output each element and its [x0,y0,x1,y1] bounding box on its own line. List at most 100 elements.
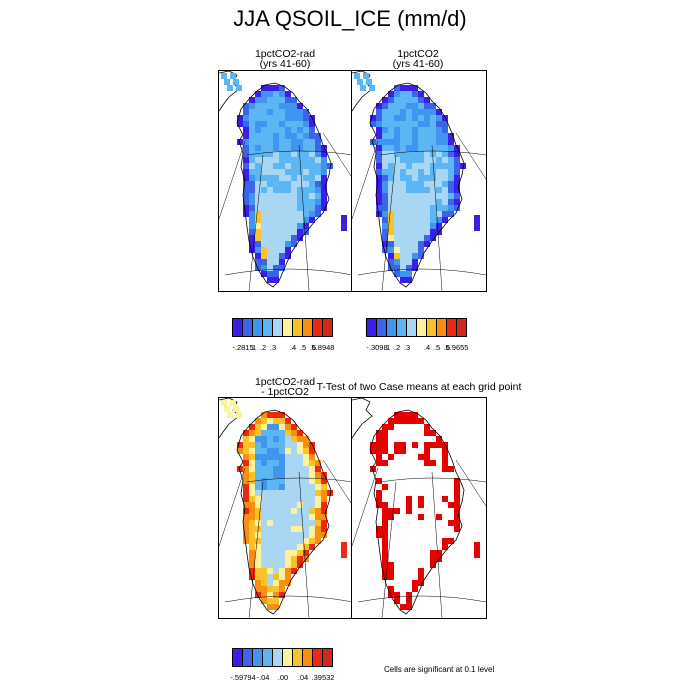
grid-cell [412,253,418,259]
grid-cell [418,217,424,223]
grid-cell [394,259,400,265]
grid-cell [418,187,424,193]
grid-cell [243,145,249,151]
grid-cell [376,127,382,133]
grid-cell [412,169,418,175]
grid-cell [233,406,239,412]
grid-cell [249,490,255,496]
grid-cell [430,199,436,205]
grid-cell [382,97,388,103]
grid-cell [388,418,394,424]
grid-cell [273,598,279,604]
grid-cell [285,580,291,586]
grid-cell [376,460,382,466]
grid-cell [249,424,255,430]
grid-cell [261,508,267,514]
grid-cell [376,169,382,175]
grid-cell [303,538,309,544]
grid-cell [255,127,261,133]
grid-cell [436,199,442,205]
grid-cell [291,223,297,229]
grid-cell [430,205,436,211]
colorbar-tick-label: .1 [383,343,391,352]
grid-cell [394,205,400,211]
grid-cell [400,277,406,283]
grid-cell [442,157,448,163]
grid-cell [430,217,436,223]
grid-cell [321,508,327,514]
grid-cell [370,115,376,121]
grid-cell [309,145,315,151]
grid-cell [406,109,412,115]
grid-cell [360,85,366,91]
grid-cell [255,133,261,139]
grid-cell [376,163,382,169]
grid-cell [382,502,388,508]
grid-cell [267,199,273,205]
grid-cell [243,151,249,157]
grid-cell [382,193,388,199]
grid-cell [261,133,267,139]
grid-cell [273,199,279,205]
grid-cell [267,265,273,271]
grid-cell [424,121,430,127]
grid-cell [448,157,454,163]
grid-cell [394,253,400,259]
grid-cell [249,97,255,103]
grid-cell [382,133,388,139]
grid-cell [406,187,412,193]
grid-cell [424,181,430,187]
grid-cell [279,121,285,127]
grid-cell [436,187,442,193]
grid-cell [309,502,315,508]
grid-cell [394,235,400,241]
grid-cell [230,400,236,406]
grid-cell [267,109,273,115]
grid-cell [442,217,448,223]
grid-cell [406,211,412,217]
grid-cell [406,271,412,277]
grid-cell [285,223,291,229]
panel-1-title: 1pctCO2-rad (yrs 41-60) [218,49,352,70]
grid-cell [297,169,303,175]
grid-cell [382,103,388,109]
grid-cell [279,253,285,259]
grid-cell [388,229,394,235]
grid-cell [279,241,285,247]
grid-cell [243,442,249,448]
grid-cell [285,205,291,211]
grid-cell [285,442,291,448]
grid-cell [376,205,382,211]
grid-cell [261,265,267,271]
grid-cell [267,556,273,562]
grid-cell [400,442,406,448]
grid-cell [237,466,243,472]
grid-cell [388,151,394,157]
grid-cell [394,508,400,514]
grid-cell [273,526,279,532]
grid-cell [297,490,303,496]
grid-cell [279,562,285,568]
grid-cell [303,139,309,145]
grid-cell [315,211,321,217]
grid-cell [261,574,267,580]
grid-cell [424,187,430,193]
graticule-line [352,467,379,547]
grid-cell [267,121,273,127]
grid-cell [424,223,430,229]
grid-cell [285,121,291,127]
grid-cell [448,538,454,544]
grid-cell [261,538,267,544]
grid-cell [279,169,285,175]
grid-cell [448,139,454,145]
grid-cell [273,253,279,259]
graticule-line [248,154,264,291]
grid-cell [255,115,261,121]
grid-cell [279,247,285,253]
grid-cell [412,217,418,223]
grid-cell [442,205,448,211]
grid-cell [267,424,273,430]
grid-cell [376,532,382,538]
grid-cell [394,145,400,151]
grid-cell [291,520,297,526]
